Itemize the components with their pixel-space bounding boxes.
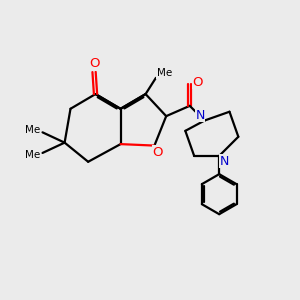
Text: Me: Me: [26, 150, 41, 160]
Text: O: O: [89, 57, 100, 70]
Text: N: N: [220, 155, 229, 168]
Text: Me: Me: [157, 68, 172, 78]
Text: N: N: [195, 109, 205, 122]
Text: O: O: [193, 76, 203, 89]
Text: O: O: [153, 146, 163, 159]
Text: Me: Me: [26, 125, 41, 135]
